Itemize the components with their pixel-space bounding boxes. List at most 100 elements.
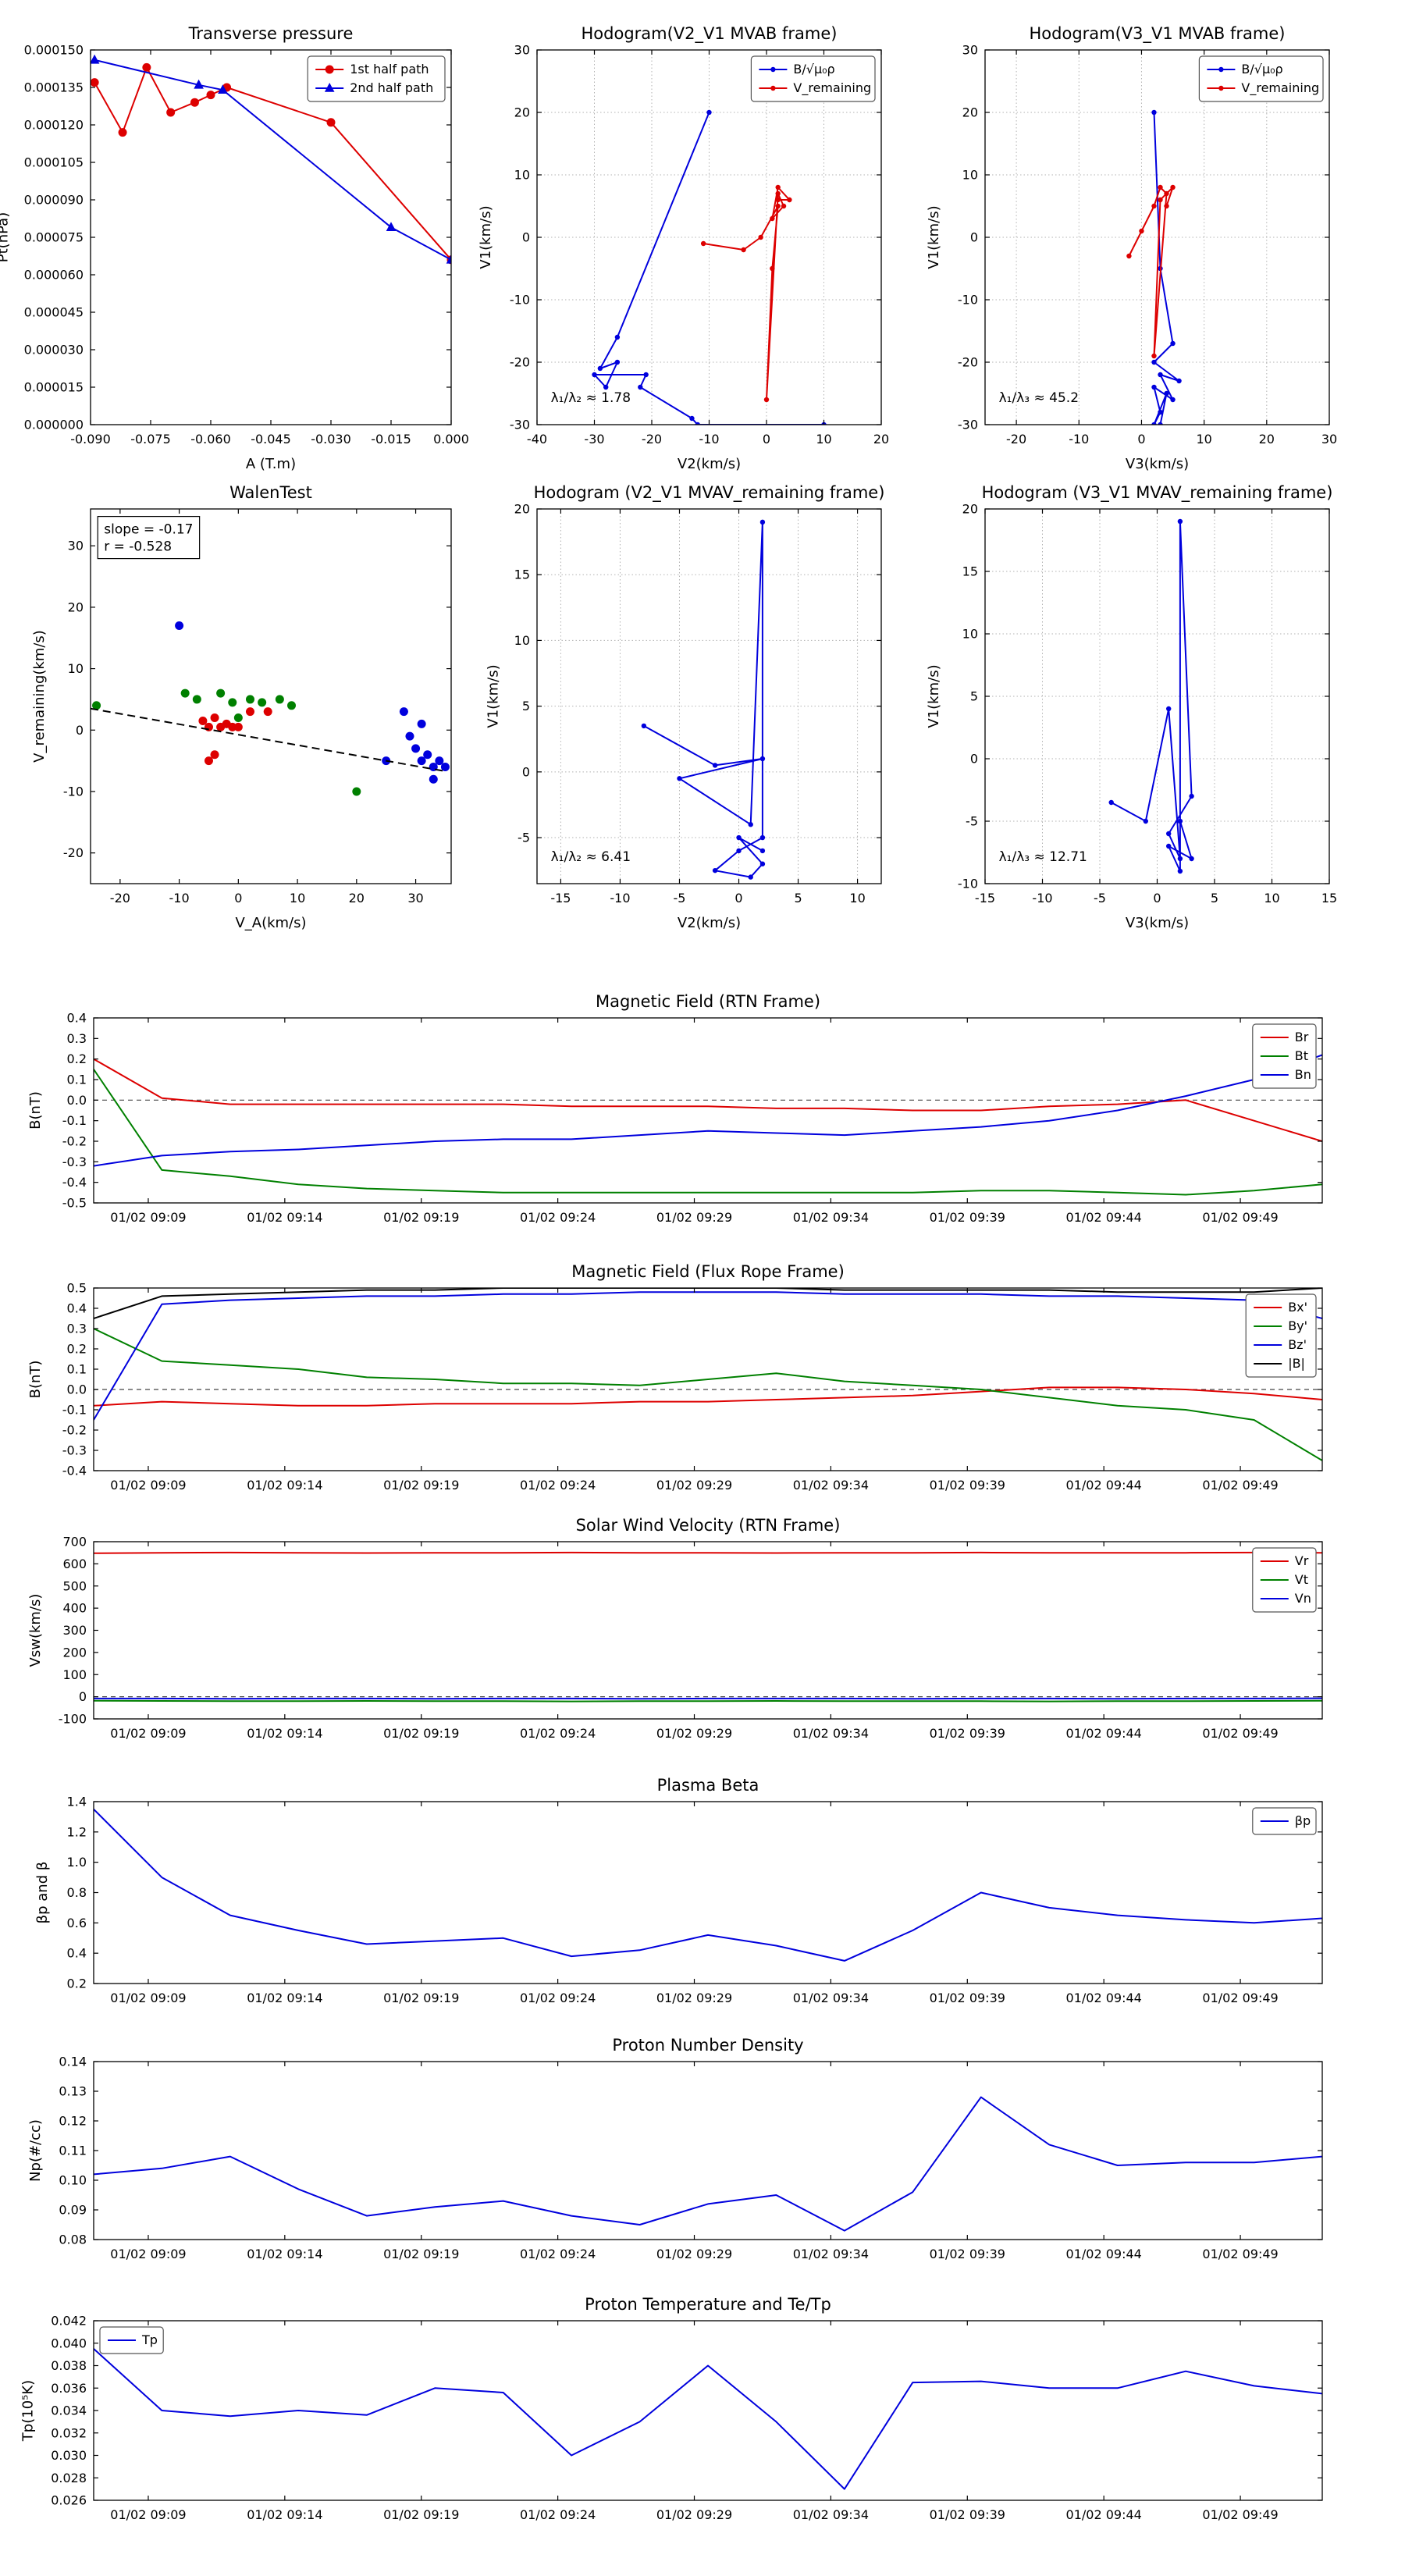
x-tick-label: 01/02 09:29 [656,1726,732,1741]
y-tick-label: 1.4 [67,1795,87,1809]
y-tick-label: -5 [966,814,978,829]
y-tick-label: -0.4 [62,1464,87,1478]
y-tick-label: 0.2 [67,1976,87,1991]
x-axis-label: V3(km/s) [1126,456,1189,472]
y-tick-label: 0.09 [59,2203,87,2218]
y-tick-label: 20 [962,502,978,517]
y-tick-label: -0.2 [62,1134,87,1149]
x-tick-label: 01/02 09:09 [110,1726,186,1741]
y-tick-label: 0.4 [67,1301,87,1316]
y-axis-label: βp and β [34,1862,51,1924]
y-tick-label: 0.3 [67,1322,87,1336]
y-tick-label: 400 [62,1601,87,1616]
y-tick-label: 0 [79,1689,87,1704]
x-tick-label: 01/02 09:19 [383,1210,459,1225]
chart-title: Proton Number Density [612,2036,803,2055]
series-layer [91,621,450,796]
annotation: λ₁/λ₃ ≈ 45.2 [999,390,1079,406]
legend-label: B/√μ₀ρ [1241,62,1282,76]
y-tick-label: 0.000060 [24,268,84,283]
x-tick-label: -0.075 [130,432,171,447]
series-layer [94,1054,1322,1196]
legend-label: Br [1295,1030,1309,1044]
x-tick-label: 0 [763,432,770,447]
x-tick-label: 01/02 09:24 [520,1991,596,2005]
y-axis-label: V1(km/s) [485,664,501,728]
x-tick-label: 01/02 09:14 [247,2507,322,2522]
x-tick-label: 01/02 09:49 [1202,2247,1278,2261]
y-axis-label: V1(km/s) [926,205,942,269]
panel-walen-test: -20 -10 0 10 20 30 -20 -10 0 10 20 30 WalenTest V_A(k… [31,483,452,931]
x-tick-label: 01/02 09:49 [1202,1991,1278,2005]
y-tick-label: 20 [514,105,530,120]
y-tick-label: 0.08 [59,2233,87,2247]
x-tick-label: 01/02 09:09 [110,2507,186,2522]
x-tick-label: 01/02 09:49 [1202,1726,1278,1741]
x-tick-label: 10 [849,891,865,906]
y-tick-label: 0.000105 [24,155,84,170]
x-tick-label: 01/02 09:14 [247,1726,322,1741]
y-tick-label: 0.000075 [24,230,84,245]
x-tick-label: 01/02 09:14 [247,1210,322,1225]
y-tick-label: 10 [514,633,530,648]
x-tick-label: 01/02 09:19 [383,1478,459,1493]
x-tick-label: 0 [735,891,742,906]
y-axis-label: V_remaining(km/s) [31,630,48,763]
x-tick-label: -0.090 [70,432,111,447]
y-tick-label: 0.000045 [24,305,84,320]
y-tick-label: 600 [62,1557,87,1571]
x-tick-label: 01/02 09:44 [1066,1478,1142,1493]
panel-proton-temperature: 01/02 09:09 01/02 09:14 01/02 09:19 01/02 0… [20,2295,1323,2522]
series-vt [94,1699,1322,1703]
annotation: λ₁/λ₃ ≈ 12.71 [999,849,1087,865]
axis-ticks: 01/02 09:09 01/02 09:14 01/02 09:19 01/02 0… [67,1795,1322,2005]
y-tick-label: 0.026 [51,2493,87,2508]
x-tick-label: 01/02 09:39 [930,1478,1005,1493]
y-axis-label: V1(km/s) [926,664,942,728]
y-tick-label: 0.3 [67,1031,87,1046]
series-v-remaining [1126,184,1176,359]
x-tick-label: 01/02 09:19 [383,2247,459,2261]
y-tick-label: 0.000150 [24,43,84,58]
legend-label: Vt [1295,1572,1308,1587]
axis-ticks: 01/02 09:09 01/02 09:14 01/02 09:19 01/02 0… [59,1535,1322,1741]
y-tick-label: 30 [514,43,530,58]
x-tick-label: 01/02 09:29 [656,2247,732,2261]
x-tick-label: 01/02 09:39 [930,2507,1005,2522]
y-tick-label: 0.2 [67,1342,87,1357]
series-layer [1108,518,1194,874]
x-tick-label: -15 [550,891,571,906]
y-tick-label: 0 [76,723,84,738]
x-tick-label: 01/02 09:24 [520,2507,596,2522]
y-tick-label: 100 [62,1667,87,1682]
x-tick-label: 01/02 09:24 [520,1726,596,1741]
chart-title: Hodogram(V2_V1 MVAB frame) [582,24,838,44]
y-tick-label: 700 [62,1535,87,1550]
series-layer [94,2096,1322,2232]
y-tick-label: 0.14 [59,2055,87,2069]
y-tick-label: 10 [962,168,978,183]
annotation: λ₁/λ₂ ≈ 6.41 [551,849,631,865]
x-axis-label: V2(km/s) [678,915,741,931]
y-tick-label: 0.040 [51,2336,87,2350]
axes-border [536,508,882,884]
y-tick-label: 0 [970,752,978,767]
panel-hodogram-v3v1-mvab: -20 -10 0 10 20 30 -30 -20 -10 0 10 20 30 Hodogram(V3… [926,24,1337,472]
y-axis-label: V1(km/s) [478,205,494,269]
panel-magnetic-field-rtn: 01/02 09:09 01/02 09:14 01/02 09:19 01/02 0… [27,992,1323,1225]
series-green-cluster [92,688,361,796]
y-tick-label: 0 [522,230,530,245]
panel-hodogram-v2v1-mvab: -40 -30 -20 -10 0 10 20-30-20-100102030Hodogra… [478,24,889,472]
series-br [94,1058,1322,1142]
x-tick-label: 01/02 09:39 [930,1991,1005,2005]
y-tick-label: 0.000135 [24,80,84,95]
chart-title: Transverse pressure [188,24,354,43]
series-tp [94,2348,1322,2490]
x-tick-label: 01/02 09:29 [656,1991,732,2005]
y-tick-label: 0.000090 [24,193,84,208]
axis-ticks: -20 -10 0 10 20 30 -20 -10 0 10 20 30 [63,509,451,906]
x-tick-label: -0.045 [251,432,291,447]
y-tick-label: 0.13 [59,2084,87,2099]
